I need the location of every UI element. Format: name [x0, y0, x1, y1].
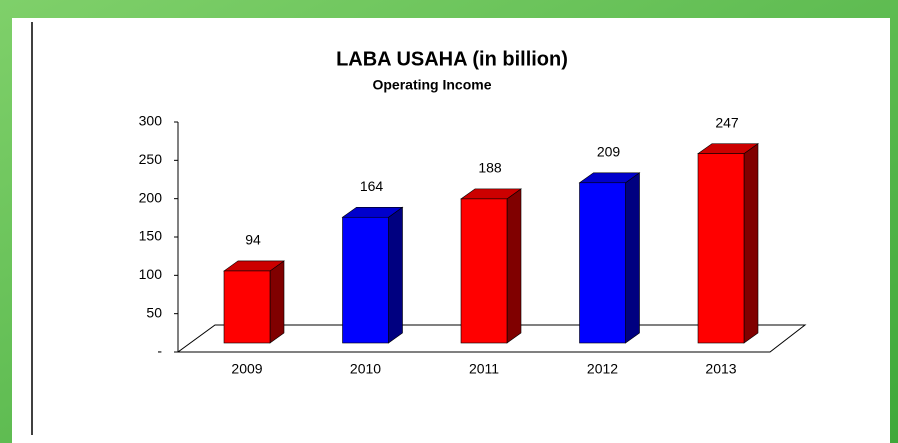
y-tick-label: 250 — [139, 151, 163, 167]
y-tick-label: 300 — [139, 113, 163, 129]
x-tick-label: 2013 — [705, 361, 736, 377]
data-label: 209 — [597, 143, 621, 159]
x-tick-label: 2010 — [350, 361, 381, 377]
y-tick-label: 100 — [139, 266, 163, 282]
bar-side — [743, 143, 759, 344]
chart-subtitle: Operating Income — [372, 77, 491, 93]
x-tick-label: 2012 — [587, 361, 618, 377]
bar — [341, 206, 404, 344]
bar — [578, 172, 641, 344]
bar-front — [579, 182, 626, 344]
bar-front — [697, 153, 745, 344]
bar-front — [460, 198, 508, 344]
bar-side — [625, 172, 640, 344]
y-tick-label: 150 — [139, 228, 163, 244]
bar — [460, 188, 522, 344]
chart-title: LABA USAHA (in billion) — [336, 48, 568, 70]
data-label: 164 — [360, 178, 384, 194]
y-tick-label: 50 — [146, 304, 162, 320]
bar-front — [342, 216, 389, 344]
x-tick-label: 2009 — [231, 361, 262, 377]
data-label: 94 — [245, 232, 261, 248]
y-tick-label: 200 — [139, 189, 163, 205]
data-label: 247 — [715, 114, 739, 130]
x-tick-label: 2011 — [469, 361, 499, 377]
bar-side — [388, 206, 403, 344]
bar — [697, 143, 759, 344]
data-label: 188 — [478, 160, 502, 176]
bar-side — [269, 260, 285, 344]
bar-side — [506, 188, 522, 344]
bar-front — [223, 270, 271, 344]
y-tick-label: - — [157, 343, 162, 359]
bar — [223, 260, 285, 344]
